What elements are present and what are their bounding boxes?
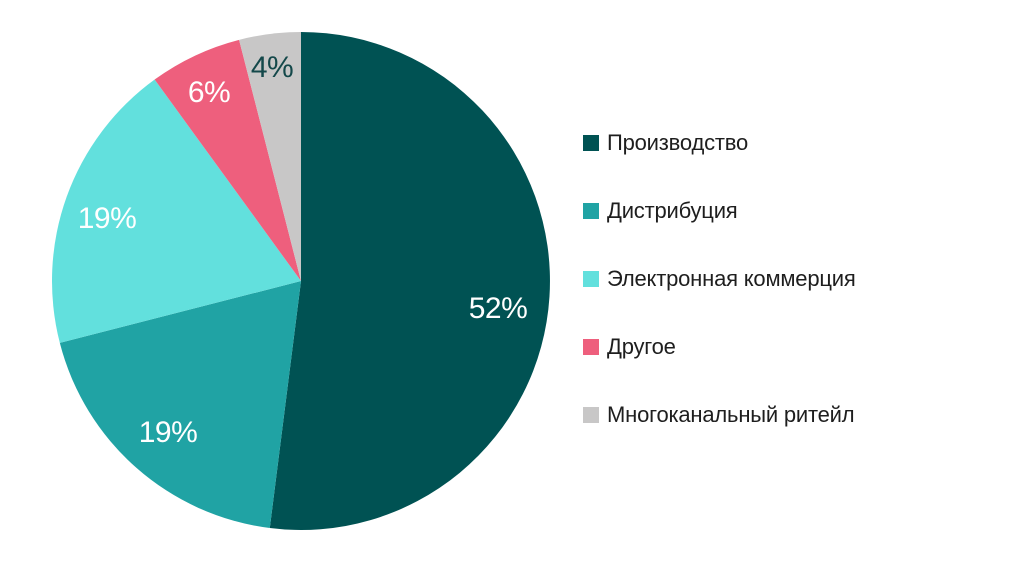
legend-swatch bbox=[583, 339, 599, 355]
legend-label: Другое bbox=[607, 334, 676, 359]
pie-slice bbox=[239, 32, 301, 281]
pie-slice bbox=[51, 79, 302, 343]
legend-label: Дистрибуция bbox=[607, 198, 738, 223]
legend-label: Электронная коммерция bbox=[607, 266, 856, 291]
slice-label: 6% bbox=[187, 76, 231, 109]
legend-swatch bbox=[583, 135, 599, 151]
legend-item: Многоканальный ритейл bbox=[583, 402, 856, 428]
slice-label: 4% bbox=[250, 51, 294, 84]
slice-label: 52% bbox=[468, 292, 528, 325]
legend-label: Многоканальный ритейл bbox=[607, 402, 855, 427]
chart-legend: Производство Дистрибуция Электронная комме… bbox=[583, 130, 856, 428]
slice-label: 19% bbox=[77, 202, 137, 235]
legend-label: Производство bbox=[607, 130, 749, 155]
legend-item: Дистрибуция bbox=[583, 198, 856, 224]
pie-slice bbox=[59, 281, 301, 529]
legend-item: Другое bbox=[583, 334, 856, 360]
legend-item: Производство bbox=[583, 130, 856, 156]
slice-label: 19% bbox=[138, 416, 198, 449]
legend-swatch bbox=[583, 271, 599, 287]
legend-swatch bbox=[583, 407, 599, 423]
legend-item: Электронная коммерция bbox=[583, 266, 856, 292]
pie-slice bbox=[154, 39, 301, 281]
pie-slice bbox=[269, 32, 550, 531]
legend-swatch bbox=[583, 203, 599, 219]
